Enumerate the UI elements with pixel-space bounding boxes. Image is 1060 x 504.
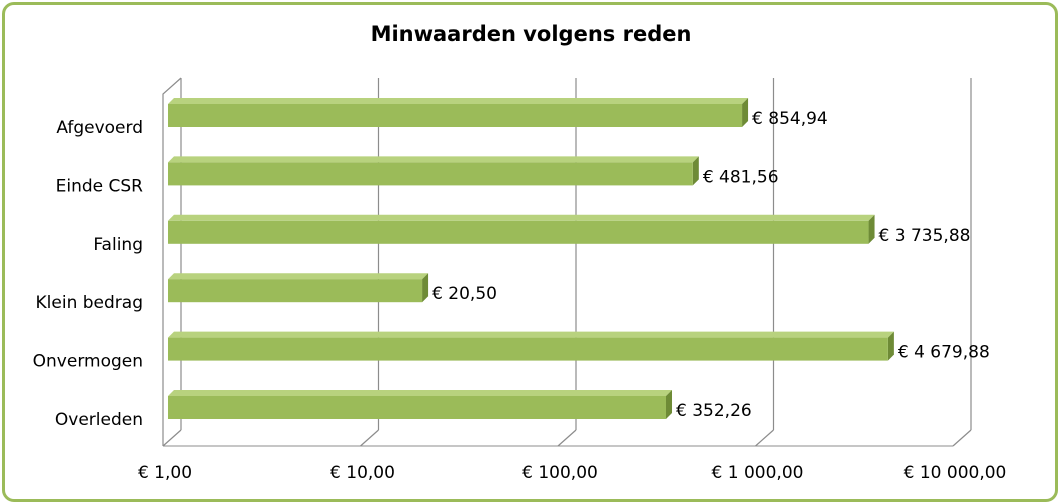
bar-front-face [168, 220, 869, 244]
data-label: € 3 735,88 [879, 226, 971, 246]
floor-gridline-0 [162, 429, 182, 447]
floor-gridline-4 [952, 429, 972, 447]
bar-3 [168, 273, 429, 303]
x-tick-label: € 1,00 [138, 463, 192, 483]
bar-side-face [887, 331, 894, 361]
bar-front-face [168, 396, 667, 419]
bar-top-face [168, 214, 875, 221]
bar-side-face [692, 156, 699, 186]
x-tick-label: € 10 000,00 [904, 463, 1007, 483]
bar-top-face [168, 156, 699, 163]
category-label: Faling [93, 235, 143, 255]
bar-2 [168, 214, 875, 244]
floor-gridline-3 [755, 429, 774, 447]
bar-side-face [742, 98, 749, 127]
floor-gridline-2 [557, 429, 577, 447]
x-tick-label: € 100,00 [522, 463, 598, 483]
data-label: € 20,50 [432, 284, 497, 304]
x-tick-label: € 1 000,00 [712, 463, 804, 483]
bar-5 [168, 390, 673, 419]
data-label: € 352,26 [676, 401, 752, 421]
category-label: Einde CSR [56, 176, 144, 196]
bar-top-face [168, 98, 749, 104]
category-label: Onvermogen [33, 352, 143, 372]
left-wall-edge [162, 77, 182, 446]
bar-side-face [422, 273, 429, 303]
bar-front-face [168, 337, 888, 361]
x-tick-label: € 10,00 [330, 463, 395, 483]
bar-front-face [168, 104, 743, 127]
data-labels: € 854,94 € 481,56 € 3 735,88 € 20,50 € 4 679… [432, 109, 990, 421]
bar-side-face [666, 390, 673, 419]
bar-side-face [868, 214, 875, 244]
category-label: Afgevoerd [56, 118, 143, 138]
chart-title: Minwaarden volgens reden [371, 22, 692, 46]
bar-top-face [168, 331, 894, 338]
bar-4 [168, 331, 894, 361]
bar-front-face [168, 279, 423, 303]
floor-gridline-1 [360, 429, 379, 447]
plot-walls [162, 77, 972, 447]
category-label: Overleden [55, 410, 143, 430]
data-label: € 481,56 [703, 167, 779, 187]
data-label: € 4 679,88 [898, 343, 990, 363]
bar-0 [168, 98, 749, 127]
bar-top-face [168, 273, 429, 280]
category-label: Klein bedrag [36, 293, 143, 313]
category-labels: Afgevoerd Einde CSR Faling Klein bedrag Onve… [33, 118, 144, 430]
x-tick-labels: € 1,00 € 10,00 € 100,00 € 1 000,00 € 10 000,… [138, 463, 1006, 483]
bar-1 [168, 156, 699, 186]
bar-top-face [168, 390, 673, 396]
bar-front-face [168, 162, 693, 186]
bar-group [168, 98, 894, 419]
data-label: € 854,94 [752, 109, 828, 129]
